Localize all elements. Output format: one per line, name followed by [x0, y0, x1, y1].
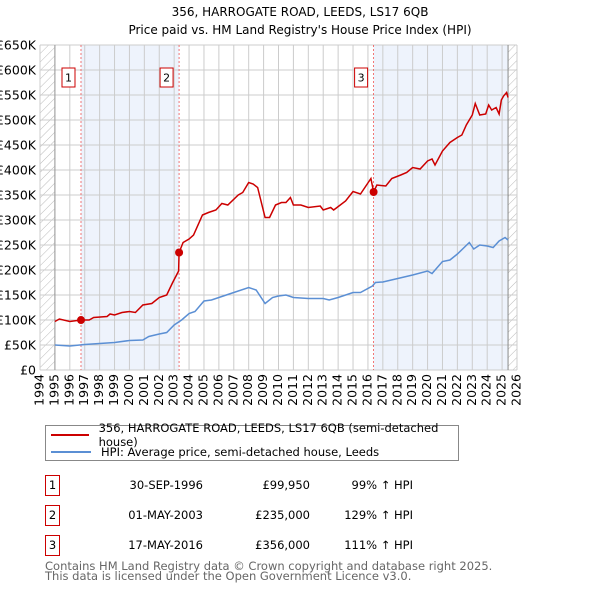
footer: Contains HM Land Registry data © Crown c… [45, 559, 493, 583]
x-tick-label: 2010 [270, 374, 285, 406]
x-tick-label: 2002 [151, 374, 166, 406]
legend-swatch-blue [51, 451, 91, 453]
chart-legend: 356, HARROGATE ROAD, LEEDS, LS17 6QB (se… [45, 421, 459, 461]
x-tick-label: 2021 [434, 374, 449, 406]
x-tick-label: 1999 [106, 374, 121, 406]
y-tick-label: £250K [0, 238, 37, 253]
x-tick-label: 1996 [61, 374, 76, 406]
transaction-number: 3 [45, 535, 60, 556]
y-tick-label: £50K [4, 338, 37, 353]
x-tick-label: 2012 [300, 374, 315, 406]
y-tick-label: £500K [0, 113, 37, 128]
legend-item-property: 356, HARROGATE ROAD, LEEDS, LS17 6QB (se… [46, 421, 458, 449]
legend-label: HPI: Average price, semi-detached house,… [101, 445, 380, 459]
y-tick-label: £100K [0, 313, 37, 328]
sale-point [76, 316, 85, 325]
y-tick-label: £150K [0, 288, 37, 303]
sale-label: 2 [163, 72, 170, 85]
x-tick-label: 2026 [509, 374, 524, 406]
y-tick-label: £350K [0, 188, 37, 203]
legend-label: 356, HARROGATE ROAD, LEEDS, LS17 6QB (se… [98, 421, 439, 449]
transaction-date: 30-SEP-1996 [129, 478, 203, 492]
x-tick-label: 2020 [419, 374, 434, 406]
transaction-hpi: 129% ↑ HPI [344, 508, 413, 522]
x-tick-label: 2007 [225, 374, 240, 406]
transaction-date: 17-MAY-2016 [128, 538, 203, 552]
y-tick-label: £650K [0, 38, 37, 53]
y-tick-label: £400K [0, 163, 37, 178]
shaded-region [80, 45, 180, 370]
sale-label-box [159, 67, 174, 88]
hatched-region [508, 45, 517, 370]
chart-subtitle: Price paid vs. HM Land Registry's House … [128, 23, 471, 37]
transaction-price: £235,000 [255, 508, 310, 522]
y-tick-label: £0 [20, 363, 36, 378]
transaction-number: 1 [45, 475, 60, 496]
y-tick-label: £600K [0, 63, 37, 78]
shaded-region [373, 45, 509, 370]
footer-copyright: Contains HM Land Registry data © Crown c… [45, 559, 493, 573]
transaction-number: 2 [45, 505, 60, 526]
x-tick-label: 2004 [181, 374, 196, 406]
y-tick-label: £450K [0, 138, 37, 153]
x-tick-label: 2024 [479, 374, 494, 406]
y-tick-label: £300K [0, 213, 37, 228]
x-tick-label: 2025 [494, 374, 509, 406]
sale-label: 3 [358, 72, 365, 85]
sale-label-box [354, 67, 369, 88]
x-tick-label: 2006 [210, 374, 225, 406]
price-chart: 356, HARROGATE ROAD, LEEDS, LS17 6QB Pri… [0, 5, 524, 406]
legend-swatch-red [51, 434, 89, 436]
transaction-hpi: 111% ↑ HPI [344, 538, 413, 552]
property-price-line [54, 90, 509, 323]
x-tick-label: 2019 [404, 374, 419, 406]
x-tick-label: 2015 [345, 374, 360, 406]
x-tick-label: 2016 [359, 374, 374, 406]
transaction-price: £356,000 [255, 538, 310, 552]
hpi-line [54, 236, 509, 347]
x-tick-label: 1994 [32, 374, 47, 406]
transaction-price: £99,950 [262, 478, 310, 492]
x-tick-label: 2000 [121, 374, 136, 406]
hatched-region [40, 45, 55, 370]
sale-label: 1 [65, 72, 72, 85]
x-tick-label: 2023 [464, 374, 479, 406]
x-tick-label: 2009 [255, 374, 270, 406]
x-tick-label: 2022 [449, 374, 464, 406]
x-tick-label: 1995 [46, 374, 61, 406]
x-tick-label: 2011 [285, 374, 300, 406]
x-tick-label: 2005 [195, 374, 210, 406]
x-tick-label: 1997 [76, 374, 91, 406]
x-tick-label: 2001 [136, 374, 151, 406]
chart-title: 356, HARROGATE ROAD, LEEDS, LS17 6QB [172, 5, 429, 19]
sale-point [175, 248, 184, 257]
x-tick-label: 2018 [389, 374, 404, 406]
transaction-hpi: 99% ↑ HPI [351, 478, 413, 492]
legend-item-hpi: HPI: Average price, semi-detached house,… [46, 444, 379, 460]
y-tick-label: £550K [0, 88, 37, 103]
x-tick-label: 1998 [91, 374, 106, 406]
sale-label-box [61, 67, 76, 88]
x-tick-label: 2008 [240, 374, 255, 406]
transaction-date: 01-MAY-2003 [128, 508, 203, 522]
x-tick-label: 2013 [315, 374, 330, 406]
x-tick-label: 2017 [374, 374, 389, 406]
y-tick-label: £200K [0, 263, 37, 278]
x-tick-label: 2003 [166, 374, 181, 406]
sale-point [369, 188, 378, 196]
x-tick-label: 2014 [330, 374, 345, 406]
footer-licence: This data is licensed under the Open Gov… [45, 569, 412, 583]
